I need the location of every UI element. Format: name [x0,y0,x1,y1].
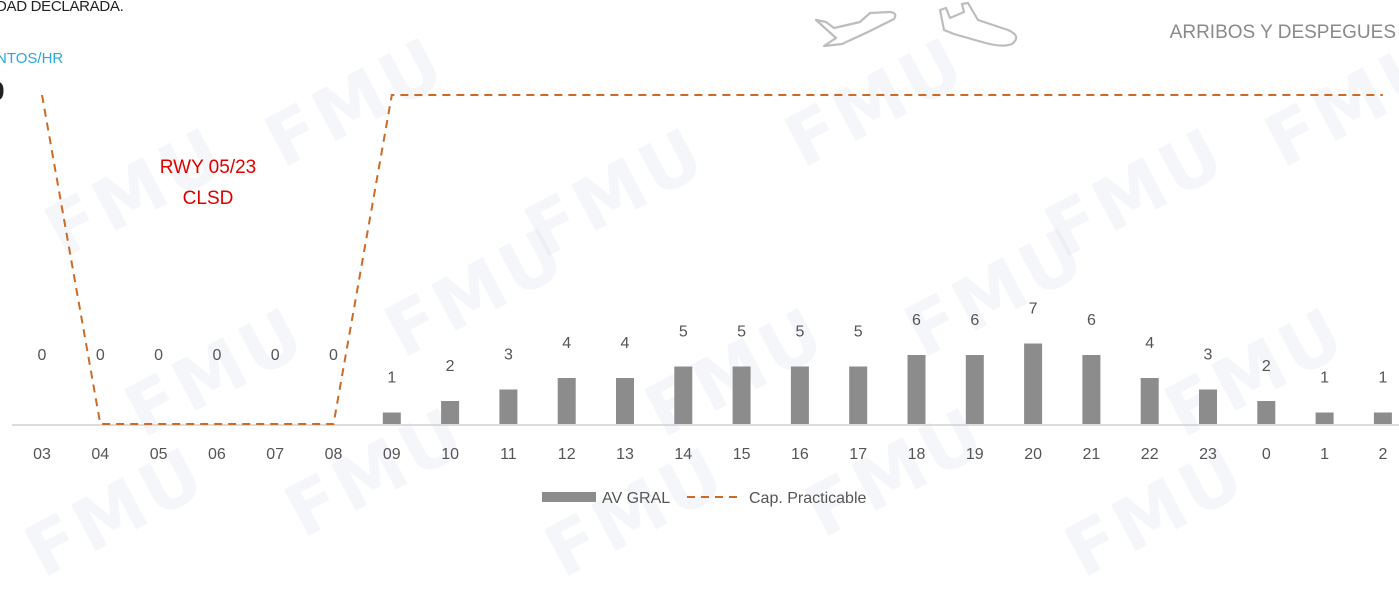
x-tick-05: 05 [150,446,168,463]
bar-value-label-0: 2 [1262,358,1271,375]
x-tick-20: 20 [1024,446,1042,463]
bar-19 [965,355,984,424]
x-tick-23: 23 [1199,446,1217,463]
bar-value-label-22: 4 [1145,335,1154,352]
bar-0 [1257,401,1276,424]
bar-22 [1140,378,1159,424]
capacity-label: DAD DECLARADA. [0,0,124,15]
x-tick-13: 13 [616,446,634,463]
bars-layer [382,343,1392,424]
x-tick-07: 07 [266,446,284,463]
bar-13 [616,378,634,424]
x-tick-03: 03 [33,446,51,463]
annotation-line-1: RWY 05/23 [160,157,256,178]
x-tick-labels: 03 04 05 06 07 08 09 10 11 12 13 14 15 16 17 18 19 20 21 22… [33,446,1387,463]
x-tick-2: 2 [1378,446,1387,463]
x-tick-1: 1 [1320,446,1329,463]
capacity-value: 9 [0,76,4,107]
x-tick-10: 10 [441,446,459,463]
bar-value-label-11: 3 [504,347,513,364]
bar-value-label-06: 0 [212,347,221,364]
x-tick-19: 19 [966,446,984,463]
bar-value-label-09: 1 [387,370,396,387]
bar-16 [790,366,809,424]
legend-label-bars: AV GRAL [602,490,670,507]
x-tick-08: 08 [325,446,343,463]
bar-value-label-04: 0 [96,347,105,364]
legend: AV GRAL Cap. Practicable [542,490,866,507]
bar-value-label-03: 0 [38,347,47,364]
x-tick-16: 16 [791,446,809,463]
x-tick-15: 15 [733,446,751,463]
bar-23 [1199,389,1217,424]
bar-value-label-14: 5 [679,324,688,341]
chart-title: ARRIBOS Y DESPEGUES [1169,22,1396,43]
bar-11 [499,389,518,424]
x-tick-18: 18 [908,446,926,463]
bar-value-label-16: 5 [795,324,804,341]
cap-practicable-line [41,94,1383,425]
bar-18 [907,355,926,424]
bar-value-labels: 0 0 0 0 0 0 1 2 3 4 4 5 5 5 5 6 6 7 6 4 3 2 1 1 [38,301,1388,387]
x-tick-17: 17 [849,446,867,463]
airplane-departure-icon [814,10,897,48]
bar-12 [557,378,576,424]
bar-value-label-1: 1 [1320,370,1329,387]
bar-value-label-17: 5 [854,324,863,341]
bar-value-label-21: 6 [1087,312,1096,329]
x-tick-12: 12 [558,446,576,463]
bar-value-label-07: 0 [271,347,280,364]
bar-09 [382,412,401,424]
plane-icons [814,1,1018,48]
bar-10 [441,401,460,424]
bar-value-label-08: 0 [329,347,338,364]
bar-value-label-13: 4 [621,335,630,352]
bar-2 [1373,412,1392,424]
x-tick-06: 06 [208,446,226,463]
bar-value-label-20: 7 [1029,301,1038,318]
x-tick-09: 09 [383,446,401,463]
legend-label-line: Cap. Practicable [749,490,866,507]
bar-value-label-05: 0 [154,347,163,364]
x-tick-04: 04 [91,446,109,463]
x-tick-22: 22 [1141,446,1159,463]
x-tick-0: 0 [1262,446,1271,463]
bar-value-label-19: 6 [970,312,979,329]
bar-20 [1024,343,1043,424]
annotation-line-2: CLSD [183,188,234,209]
unit-label: NTOS/HR [0,50,64,67]
bar-1 [1315,412,1334,424]
bar-21 [1082,355,1101,424]
bar-17 [849,366,868,424]
bar-value-label-18: 6 [912,312,921,329]
x-tick-11: 11 [500,446,517,463]
bar-15 [732,366,751,424]
bar-value-label-23: 3 [1204,347,1213,364]
bar-14 [674,366,693,424]
bar-value-label-15: 5 [737,324,746,341]
legend-swatch-bars [542,492,596,502]
x-tick-21: 21 [1083,446,1101,463]
bar-value-label-10: 2 [446,358,455,375]
bar-value-label-2: 1 [1378,370,1387,387]
airplane-landing-icon [938,1,1018,47]
x-tick-14: 14 [674,446,692,463]
runway-closed-annotation: RWY 05/23 CLSD [160,157,256,209]
bar-value-label-12: 4 [562,335,571,352]
